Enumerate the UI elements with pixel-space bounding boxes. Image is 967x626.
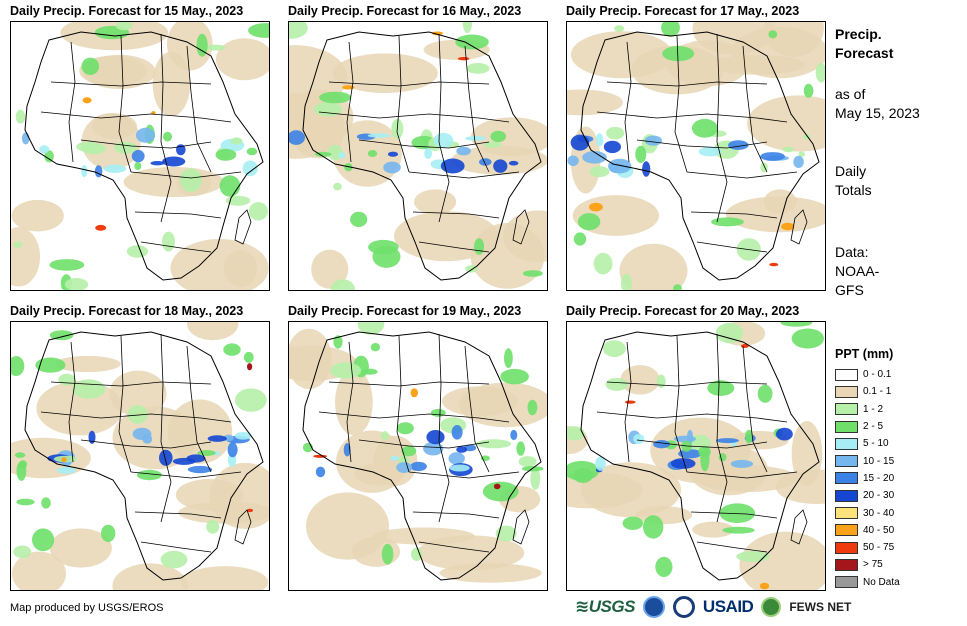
fews-net-logo: FEWS NET	[789, 600, 852, 614]
legend-swatch	[835, 576, 858, 589]
panel-title: Daily Precip. Forecast for 19 May., 2023	[288, 304, 522, 318]
legend-swatch	[835, 541, 858, 554]
legend-label: 40 - 50	[863, 524, 895, 536]
sidebar-title-line2: Forecast	[835, 45, 894, 61]
legend-swatch	[835, 507, 858, 520]
map-credit: Map produced by USGS/EROS	[10, 602, 164, 614]
panel-title: Daily Precip. Forecast for 20 May., 2023	[566, 304, 800, 318]
legend-item: > 75	[835, 556, 900, 573]
legend-swatch	[835, 455, 858, 468]
panel-title: Daily Precip. Forecast for 15 May., 2023	[10, 4, 244, 18]
legend-label: 1 - 2	[863, 403, 884, 415]
legend-swatch	[835, 420, 858, 433]
legend-label: No Data	[863, 576, 900, 588]
legend-item: 30 - 40	[835, 504, 900, 521]
forecast-map	[10, 321, 270, 591]
sidebar-data-source: Data: NOAA- GFS	[835, 243, 879, 300]
legend-item: 5 - 10	[835, 435, 900, 452]
legend-item: 40 - 50	[835, 522, 900, 539]
precip-map-svg	[289, 322, 547, 583]
panel-title: Daily Precip. Forecast for 18 May., 2023	[10, 304, 244, 318]
precip-map-svg	[289, 22, 547, 290]
sidebar-asof-line2: May 15, 2023	[835, 105, 920, 121]
legend-label: 20 - 30	[863, 490, 895, 502]
usaid-logo: USAID	[702, 597, 754, 616]
sidebar-asof-line1: as of	[835, 86, 866, 102]
sidebar-title-line1: Precip.	[835, 26, 882, 42]
legend-title: PPT (mm)	[835, 347, 894, 361]
sidebar-totals: Daily Totals	[835, 162, 872, 200]
legend-swatch	[835, 472, 858, 485]
precip-legend: PPT (mm) 0 - 0.1 0.1 - 1 1 - 2 2 - 5 5 - 10 1…	[835, 347, 900, 591]
legend-item: No Data	[835, 574, 900, 591]
sidebar-title: Precip. Forecast	[835, 25, 893, 63]
precip-map-svg	[567, 322, 825, 590]
legend-label: > 75	[863, 559, 883, 571]
precip-map-svg	[11, 22, 269, 290]
legend-item: 15 - 20	[835, 470, 900, 487]
legend-label: 15 - 20	[863, 472, 895, 484]
fews-globe-icon	[761, 597, 782, 617]
legend-item: 10 - 15	[835, 452, 900, 469]
forecast-map	[288, 21, 548, 291]
precip-map-svg	[567, 22, 825, 290]
legend-label: 0.1 - 1	[863, 386, 892, 398]
precip-map-svg	[11, 322, 269, 590]
legend-item: 0.1 - 1	[835, 383, 900, 400]
legend-swatch	[835, 437, 858, 450]
sidebar-data-line2: NOAA-	[835, 263, 880, 279]
legend-label: 10 - 15	[863, 455, 895, 467]
legend-label: 30 - 40	[863, 507, 895, 519]
sidebar-asof: as of May 15, 2023	[835, 85, 920, 123]
legend-item: 50 - 75	[835, 539, 900, 556]
legend-label: 0 - 0.1	[863, 369, 892, 381]
usgs-logo: ≋USGS	[575, 597, 635, 616]
sidebar-totals-line1: Daily	[835, 163, 867, 179]
legend-swatch	[835, 558, 858, 571]
legend-label: 2 - 5	[863, 421, 884, 433]
legend-item: 0 - 0.1	[835, 366, 900, 383]
noaa-logo-icon	[642, 596, 665, 618]
sidebar-data-line3: GFS	[835, 282, 864, 298]
panel-title: Daily Precip. Forecast for 16 May., 2023	[288, 4, 522, 18]
legend-rows: 0 - 0.1 0.1 - 1 1 - 2 2 - 5 5 - 10 10 - 15 15 …	[835, 366, 900, 591]
legend-swatch	[835, 385, 858, 398]
sidebar-data-line1: Data:	[835, 244, 869, 260]
legend-swatch	[835, 489, 858, 502]
legend-swatch	[835, 403, 858, 416]
sidebar-totals-line2: Totals	[835, 182, 872, 198]
forecast-map	[288, 321, 548, 591]
logo-strip: ≋USGS USAID FEWS NET	[575, 596, 851, 618]
forecast-map	[566, 321, 826, 591]
forecast-map	[566, 21, 826, 291]
legend-item: 20 - 30	[835, 487, 900, 504]
usaid-seal-icon	[672, 596, 695, 618]
legend-label: 5 - 10	[863, 438, 889, 450]
forecast-map	[10, 21, 270, 291]
legend-swatch	[835, 524, 858, 537]
legend-label: 50 - 75	[863, 542, 895, 554]
legend-item: 1 - 2	[835, 401, 900, 418]
legend-item: 2 - 5	[835, 418, 900, 435]
legend-swatch	[835, 368, 858, 381]
panel-title: Daily Precip. Forecast for 17 May., 2023	[566, 4, 800, 18]
